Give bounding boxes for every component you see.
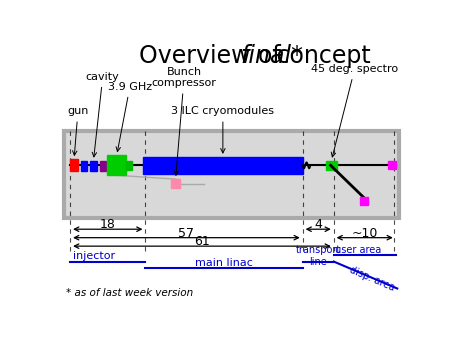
- Bar: [70, 159, 78, 171]
- Text: 18: 18: [99, 218, 115, 231]
- Text: gun: gun: [67, 106, 89, 155]
- Text: 61: 61: [194, 235, 210, 248]
- Bar: [388, 162, 396, 169]
- Text: 45 deg. spectro: 45 deg. spectro: [311, 64, 398, 157]
- Text: 3.9 GHz: 3.9 GHz: [108, 82, 152, 151]
- Text: final*: final*: [240, 44, 303, 68]
- Text: disp. area: disp. area: [347, 265, 396, 293]
- Text: Bunch
compressor: Bunch compressor: [152, 67, 216, 175]
- Text: concept: concept: [270, 44, 371, 68]
- Bar: [171, 179, 180, 188]
- Bar: [326, 161, 337, 170]
- Text: user area: user area: [335, 245, 382, 255]
- Bar: [360, 197, 368, 204]
- Bar: [90, 161, 97, 171]
- Bar: [108, 155, 126, 175]
- Text: 4: 4: [314, 218, 322, 231]
- Text: 3 ILC cryomodules: 3 ILC cryomodules: [171, 106, 274, 153]
- Bar: [81, 161, 87, 171]
- Text: ~10: ~10: [351, 226, 378, 240]
- Text: 57: 57: [179, 226, 194, 240]
- Text: main linac: main linac: [195, 258, 252, 268]
- Bar: [126, 161, 132, 170]
- Bar: [99, 161, 106, 171]
- Text: * as of last week version: * as of last week version: [66, 288, 193, 298]
- Bar: [64, 131, 399, 218]
- Text: injector: injector: [73, 251, 115, 261]
- Bar: [143, 157, 303, 174]
- Text: Overview of: Overview of: [139, 44, 288, 68]
- Text: cavity: cavity: [86, 72, 120, 157]
- Text: transport
line: transport line: [296, 245, 341, 267]
